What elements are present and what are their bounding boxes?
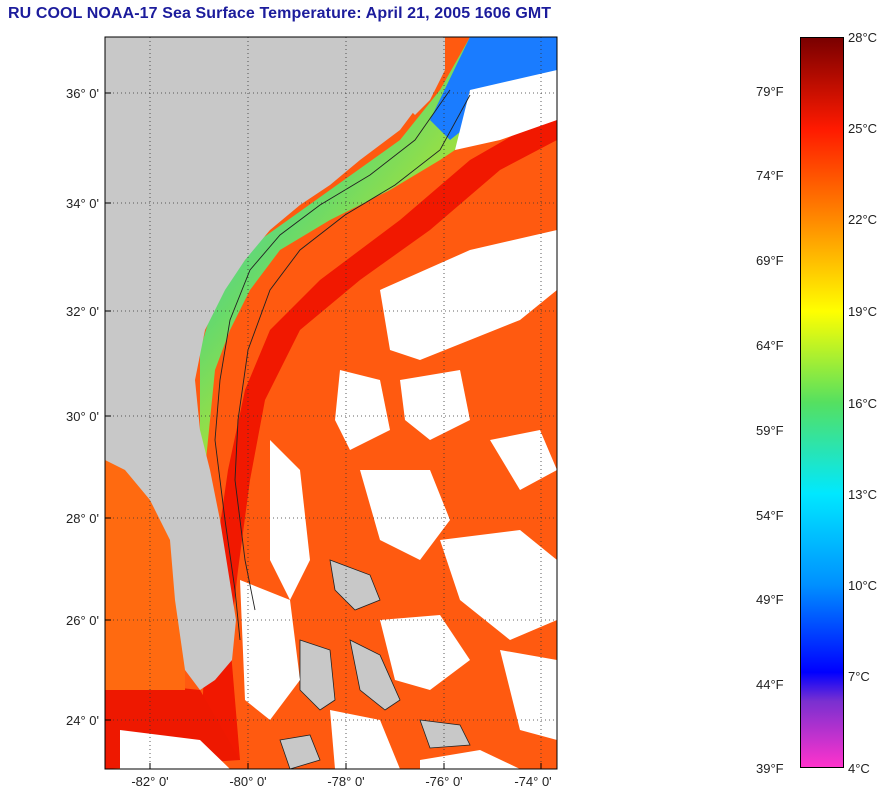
f-label-39: 39°F (756, 761, 784, 776)
c-label-28: 28°C (848, 30, 878, 45)
bahamas-islands (279, 559, 471, 769)
latitude-labels: 36° 0' 34° 0' 32° 0' 30° 0' 28° 0' 26° 0… (66, 86, 99, 728)
f-label-74: 74°F (756, 168, 784, 183)
colorbar-gradient (800, 37, 844, 768)
f-label-64: 64°F (756, 338, 784, 353)
f-label-59: 59°F (756, 423, 784, 438)
lat-label-34: 34° 0' (66, 196, 99, 211)
lat-label-26: 26° 0' (66, 613, 99, 628)
c-label-4: 4°C (848, 761, 870, 776)
page-title: RU COOL NOAA-17 Sea Surface Temperature:… (8, 5, 552, 22)
f-label-44: 44°F (756, 677, 784, 692)
lat-label-36: 36° 0' (66, 86, 99, 101)
c-label-25: 25°C (848, 121, 878, 136)
lat-label-32: 32° 0' (66, 304, 99, 319)
isobath-contours (214, 89, 471, 641)
gulf-stream (200, 110, 557, 760)
lat-label-30: 30° 0' (66, 409, 99, 424)
sst-map: 36° 0' 34° 0' 32° 0' 30° 0' 28° 0' 26° 0… (66, 36, 558, 789)
f-label-79: 79°F (756, 84, 784, 99)
c-label-16: 16°C (848, 396, 878, 411)
map-border (104, 36, 558, 770)
c-label-7: 7°C (848, 669, 870, 684)
lat-label-28: 28° 0' (66, 511, 99, 526)
map-panel (105, 37, 557, 769)
lon-label-80: -80° 0' (229, 774, 266, 789)
lat-label-24: 24° 0' (66, 713, 99, 728)
lon-label-76: -76° 0' (425, 774, 462, 789)
cloud-cover (120, 70, 557, 769)
land-southeast-us (105, 37, 440, 690)
f-label-49: 49°F (756, 592, 784, 607)
land-outer-banks (405, 37, 445, 115)
f-label-69: 69°F (756, 253, 784, 268)
graticule (105, 37, 557, 769)
lon-label-74: -74° 0' (514, 774, 551, 789)
longitude-labels: -82° 0' -80° 0' -78° 0' -76° 0' -74° 0' (131, 774, 551, 789)
c-label-19: 19°C (848, 304, 878, 319)
c-label-13: 13°C (848, 487, 878, 502)
f-label-54: 54°F (756, 508, 784, 523)
lon-label-78: -78° 0' (327, 774, 364, 789)
c-label-22: 22°C (848, 212, 878, 227)
temperature-colorbar: 79°F 74°F 69°F 64°F 59°F 54°F 49°F 44°F … (740, 30, 889, 776)
lon-label-82: -82° 0' (131, 774, 168, 789)
c-label-10: 10°C (848, 578, 878, 593)
axis-ticks (105, 92, 542, 769)
